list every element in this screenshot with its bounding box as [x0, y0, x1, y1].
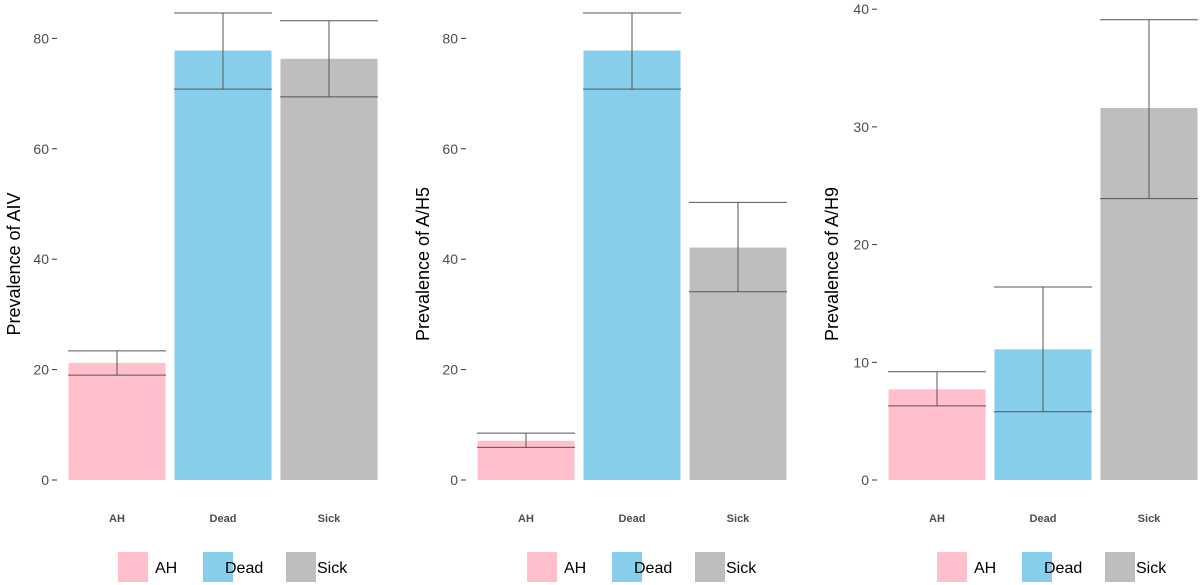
legend-swatch-sick — [1105, 552, 1135, 582]
bar-dead — [174, 50, 272, 481]
legend-label-sick: Sick — [317, 560, 348, 577]
y-tick-label: 0 — [861, 472, 869, 488]
x-tick-label: Sick — [318, 513, 342, 525]
y-tick-label: 20 — [853, 237, 869, 253]
x-tick-label: AH — [518, 513, 534, 525]
legend-swatch-dead — [1022, 552, 1052, 582]
chart-panel-3: 0 10 20 30 40 Prevalence of A/H9 AH Dead Sick AH D… — [822, 1, 1198, 582]
legend-label-dead: Dead — [634, 560, 672, 577]
bar-sick — [280, 58, 378, 481]
y-tick-label: 40 — [853, 1, 869, 17]
y-tick-label: 20 — [33, 362, 49, 378]
x-tick-label: Sick — [1138, 513, 1162, 525]
y-axis-title: Prevalence of AIV — [4, 192, 24, 335]
legend: AH Dead Sick — [527, 552, 757, 582]
legend-swatch-dead — [612, 552, 642, 582]
x-tick-label: Dead — [210, 513, 237, 525]
legend-label-dead: Dead — [1044, 560, 1082, 577]
legend: AH Dead Sick — [118, 552, 348, 582]
chart-panel-1: 0 20 40 60 80 Prevalence of AIV AH Dead Sick AH De… — [4, 12, 378, 582]
y-tick-label: 0 — [41, 472, 49, 488]
x-tick-label: Sick — [727, 513, 751, 525]
legend-swatch-sick — [695, 552, 725, 582]
y-axis-title: Prevalence of A/H5 — [413, 187, 433, 341]
x-tick-label: AH — [929, 513, 945, 525]
legend-swatch-sick — [286, 552, 316, 582]
legend-label-ah: AH — [974, 560, 996, 577]
y-tick-label: 40 — [442, 251, 458, 267]
legend-swatch-ah — [937, 552, 967, 582]
x-tick-label: Dead — [619, 513, 646, 525]
y-tick-label: 80 — [33, 30, 49, 46]
y-axis-title: Prevalence of A/H9 — [822, 187, 842, 341]
x-tick-label: Dead — [1030, 513, 1057, 525]
legend-swatch-ah — [118, 552, 148, 582]
legend-swatch-dead — [203, 552, 233, 582]
y-tick-label: 10 — [853, 354, 869, 370]
chart-panel-2: 0 20 40 60 80 Prevalence of A/H5 AH Dead Sick AH D… — [413, 12, 787, 582]
legend-label-ah: AH — [564, 560, 586, 577]
y-tick-label: 40 — [33, 251, 49, 267]
bar-ah — [68, 362, 166, 480]
legend-label-sick: Sick — [726, 560, 757, 577]
bar-dead — [583, 50, 681, 481]
y-tick-label: 0 — [450, 472, 458, 488]
x-tick-label: AH — [109, 513, 125, 525]
legend-swatch-ah — [527, 552, 557, 582]
legend-label-dead: Dead — [225, 560, 263, 577]
y-tick-label: 80 — [442, 30, 458, 46]
y-tick-label: 60 — [442, 141, 458, 157]
y-tick-label: 30 — [853, 119, 869, 135]
legend-label-sick: Sick — [1136, 560, 1167, 577]
y-tick-label: 20 — [442, 362, 458, 378]
legend-label-ah: AH — [155, 560, 177, 577]
y-tick-label: 60 — [33, 141, 49, 157]
legend: AH Dead Sick — [937, 552, 1167, 582]
